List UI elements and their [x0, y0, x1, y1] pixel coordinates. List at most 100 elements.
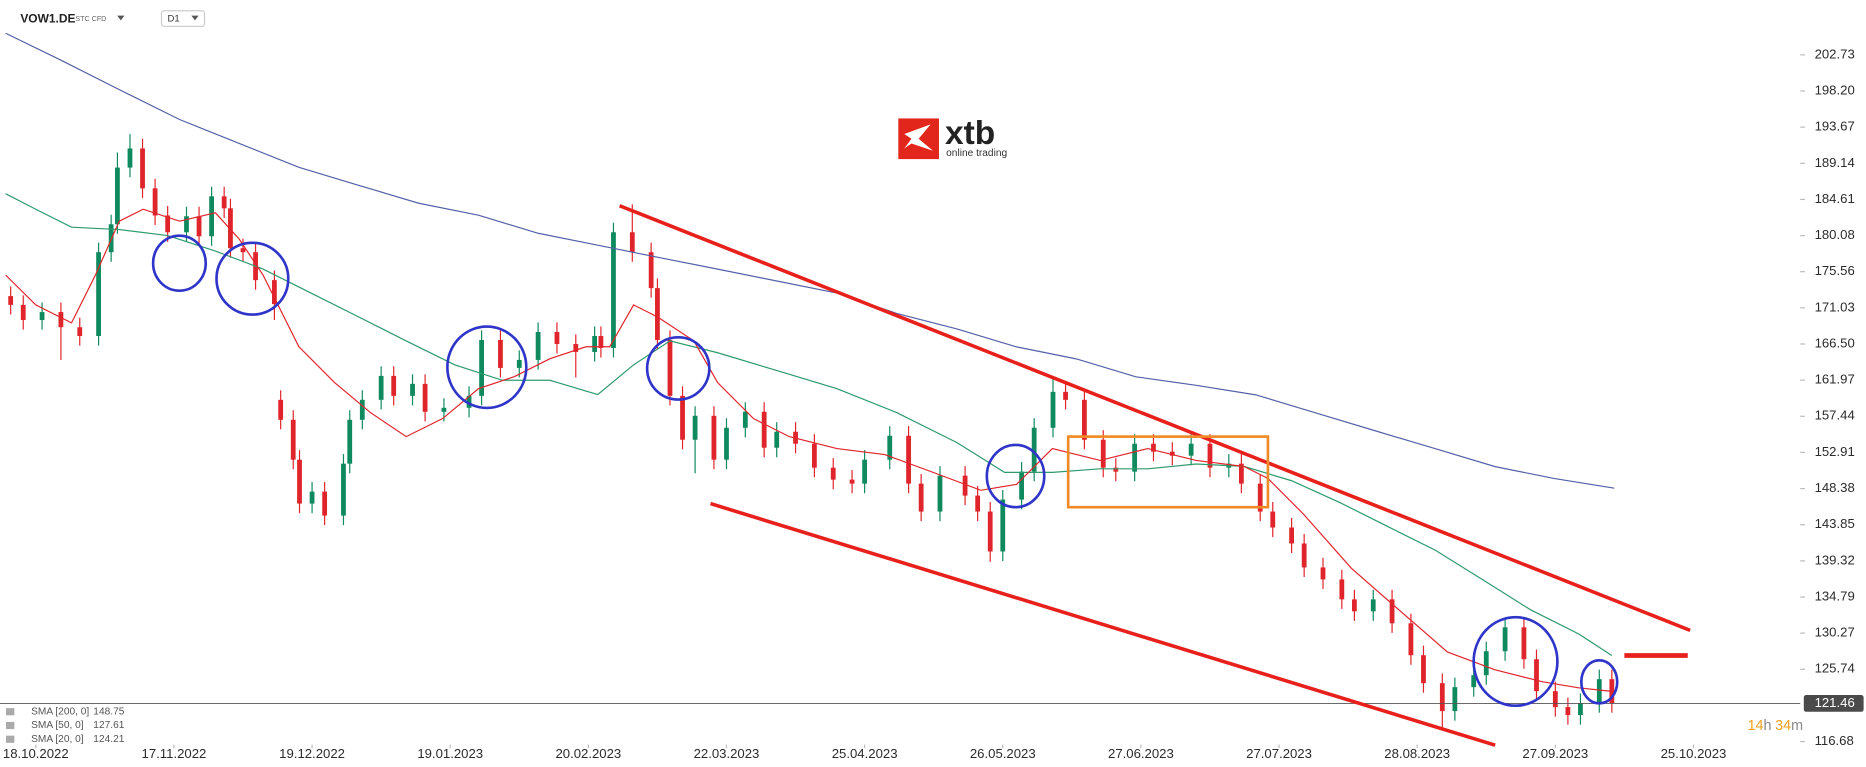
candle-body [774, 431, 780, 448]
candle-body [127, 148, 133, 168]
candle-body [290, 419, 296, 460]
x-tick-label: 20.02.2023 [555, 746, 621, 761]
y-tick-label: 148.38 [1815, 480, 1855, 495]
last-price-tag [1803, 695, 1864, 712]
candle-body [667, 339, 673, 396]
x-tick-label: 25.04.2023 [832, 746, 898, 761]
x-tick-label: 27.06.2023 [1108, 746, 1174, 761]
candle-body [655, 288, 660, 340]
candle-body [1257, 483, 1263, 512]
trendlines [618, 204, 1691, 747]
candle-body [479, 339, 484, 396]
dropdown-arrow[interactable] [117, 15, 125, 21]
candle-body [887, 435, 893, 460]
candle-body [466, 395, 472, 408]
interval-select[interactable] [160, 10, 206, 27]
y-tick-label: 116.68 [1815, 733, 1854, 748]
candle-body [724, 427, 729, 460]
candle-body [278, 399, 284, 420]
candle-body [140, 148, 145, 189]
x-tick-label: 19.01.2023 [417, 746, 483, 761]
candle-body [1031, 427, 1037, 472]
candle-body [937, 475, 943, 512]
candle-body [8, 296, 14, 305]
circle [151, 234, 208, 292]
x-tick-label: 25.10.2023 [1661, 746, 1727, 761]
candle-body [573, 343, 579, 352]
candle-body [611, 232, 616, 348]
candle-body [1270, 511, 1276, 528]
candle-body [962, 475, 968, 496]
circle [446, 325, 528, 410]
y-tick-label: 166.50 [1815, 335, 1855, 350]
circle [985, 443, 1046, 509]
candle-body [987, 511, 993, 552]
candle-body [165, 215, 171, 233]
y-tick-label: 134.79 [1815, 589, 1855, 604]
candle-body [1050, 391, 1056, 428]
candle-body [680, 395, 685, 440]
legend-icon [5, 708, 15, 716]
candle-body [1421, 655, 1426, 684]
legend-value: 124.21 [93, 734, 124, 745]
candle-body [692, 415, 698, 440]
legend-value: 127.61 [93, 720, 124, 731]
candle-body [1408, 623, 1414, 656]
candle-body [1502, 627, 1508, 652]
y-tick-label: 125.74 [1815, 661, 1855, 676]
hours-unit: h [1764, 718, 1772, 734]
candle-body [1113, 467, 1119, 472]
candle-body [1132, 443, 1138, 472]
candle-body [918, 483, 924, 512]
candle-body [862, 459, 868, 484]
candle-body [391, 375, 397, 396]
consolidation-box [1066, 435, 1270, 509]
candle-body [297, 459, 302, 504]
y-tick-label: 139.32 [1815, 552, 1855, 567]
candle-body [1238, 463, 1244, 484]
candle-body [1483, 651, 1489, 676]
candle-body [830, 467, 836, 480]
circle [645, 336, 711, 401]
y-tick-label: 175.56 [1815, 263, 1855, 278]
countdown: 14h 34m [1748, 718, 1803, 734]
candle-body [1301, 543, 1307, 568]
candle-body [598, 335, 604, 348]
y-tick-label: 161.97 [1815, 372, 1855, 387]
candle-body [849, 479, 855, 484]
legend-name: SMA [200, 0] [31, 706, 89, 717]
candle-body [422, 383, 428, 412]
x-tick-label: 18.10.2022 [3, 746, 69, 761]
minutes-unit: m [1791, 718, 1803, 734]
x-tick-label: 26.05.2023 [970, 746, 1036, 761]
candle-body [240, 248, 246, 253]
candle-body [1100, 439, 1106, 468]
candle-body [1000, 499, 1006, 552]
sma-line [5, 193, 1613, 657]
circles [151, 234, 1619, 708]
sma-line [5, 32, 1615, 489]
candle-body [975, 495, 981, 512]
candle-body [1352, 599, 1357, 612]
candle-body [1552, 691, 1558, 708]
circle [215, 241, 290, 316]
upper-trendline [618, 204, 1691, 633]
candle-body [742, 411, 748, 428]
y-tick-label: 171.03 [1815, 299, 1855, 314]
y-tick-label: 180.08 [1815, 227, 1855, 242]
dropdown-arrow [191, 15, 199, 21]
candle-body [812, 443, 817, 468]
candle-body [711, 415, 717, 460]
candle-body [221, 196, 227, 209]
y-tick-label: 202.73 [1815, 46, 1855, 61]
candle-body [1339, 579, 1345, 600]
candle-body [1452, 687, 1458, 712]
candle-body [516, 359, 522, 368]
y-tick-label: 130.27 [1815, 625, 1855, 640]
y-tick-label: 189.14 [1815, 155, 1855, 170]
candle-body [1596, 679, 1602, 704]
circle [1579, 658, 1619, 705]
candle-body [1370, 599, 1376, 612]
interval: D1 [167, 14, 179, 25]
